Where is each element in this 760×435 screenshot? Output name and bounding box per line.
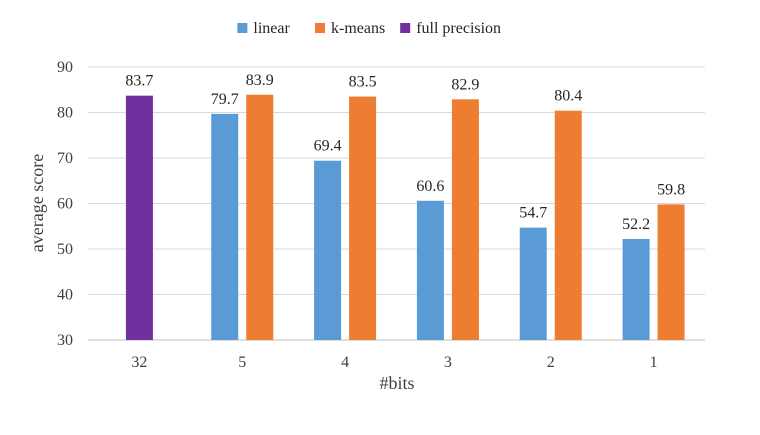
bar-linear-4	[314, 160, 342, 340]
legend-swatch-linear	[237, 23, 248, 33]
y-tick-label: 60	[57, 196, 73, 213]
bar-linear-2	[519, 227, 547, 340]
x-tick-label: 1	[650, 354, 658, 371]
x-tick-label: 5	[238, 354, 246, 371]
data-label: 52.2	[622, 216, 650, 233]
bar-k-means-3	[451, 99, 479, 341]
legend-swatch-k-means	[315, 23, 325, 33]
y-tick-label: 50	[57, 241, 73, 258]
y-axis-label: average score	[27, 154, 47, 252]
x-tick-label: 3	[444, 354, 452, 371]
data-label: 83.9	[246, 72, 274, 89]
y-axis: 30 40 50 60 70 80 90	[57, 59, 73, 349]
bar-linear-1	[622, 238, 650, 340]
data-label: 69.4	[314, 138, 342, 155]
data-label: 80.4	[554, 88, 582, 105]
x-tick-label: 32	[131, 354, 147, 371]
y-tick-label: 90	[57, 59, 73, 76]
bar-k-means-4	[349, 96, 377, 340]
legend-swatch-full-precision	[400, 23, 411, 33]
data-label: 82.9	[451, 76, 479, 93]
y-tick-label: 80	[57, 105, 73, 122]
bar-full-precision-32	[125, 95, 153, 340]
legend: linear k-means full precision	[237, 20, 501, 37]
data-label: 83.5	[349, 74, 377, 91]
bar-k-means-1	[657, 204, 685, 340]
bar-k-means-2	[554, 110, 582, 341]
bars: 83.7 79.7 83.9 69.4 83.5 60.6 82.9 54.7 80.4 52.2…	[125, 72, 685, 341]
bar-linear-3	[416, 200, 444, 340]
x-axis: 32 5 4 3 2 1	[131, 354, 657, 371]
x-tick-label: 2	[547, 354, 555, 371]
data-label: 54.7	[519, 205, 547, 222]
data-label: 83.7	[125, 73, 153, 90]
legend-label-k-means: k-means	[331, 20, 385, 37]
y-tick-label: 30	[57, 332, 73, 349]
x-tick-label: 4	[341, 354, 349, 371]
bar-k-means-5	[246, 94, 274, 340]
y-tick-label: 70	[57, 150, 73, 167]
legend-label-full-precision: full precision	[416, 20, 501, 37]
gridlines	[88, 66, 705, 341]
y-tick-label: 40	[57, 287, 73, 304]
data-label: 59.8	[657, 181, 685, 198]
x-axis-label: #bits	[379, 373, 414, 393]
legend-label-linear: linear	[253, 20, 290, 37]
data-label: 60.6	[416, 178, 444, 195]
data-label: 79.7	[211, 91, 239, 108]
bar-linear-5	[211, 113, 239, 341]
